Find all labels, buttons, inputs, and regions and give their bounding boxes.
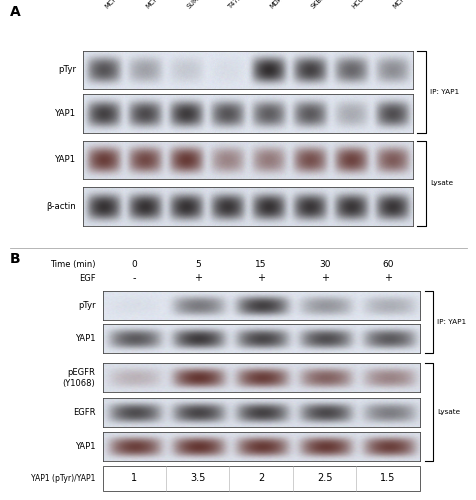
Text: IP: YAP1: IP: YAP1	[436, 318, 465, 324]
Text: +: +	[257, 273, 265, 283]
Text: β-actin: β-actin	[47, 202, 76, 211]
Text: A: A	[10, 5, 20, 19]
Text: EGFR: EGFR	[73, 408, 95, 418]
Text: MCF10A: MCF10A	[104, 0, 127, 10]
Bar	[102, 466, 419, 490]
Text: -: -	[132, 273, 136, 283]
Text: SKBR3: SKBR3	[309, 0, 328, 10]
Text: 2.5: 2.5	[316, 474, 332, 484]
Text: IP: YAP1: IP: YAP1	[429, 89, 458, 95]
Text: SUM159: SUM159	[186, 0, 209, 10]
Text: 0: 0	[131, 260, 137, 269]
Text: HCC1143: HCC1143	[350, 0, 376, 10]
Text: 1.5: 1.5	[379, 474, 395, 484]
Text: pTyr: pTyr	[58, 66, 76, 74]
Text: 5: 5	[194, 260, 200, 269]
Text: YAP1: YAP1	[55, 156, 76, 164]
Text: 30: 30	[318, 260, 330, 269]
Text: pEGFR
(Y1068): pEGFR (Y1068)	[62, 368, 95, 388]
Text: T47D: T47D	[227, 0, 244, 10]
Text: 2: 2	[258, 474, 264, 484]
Text: +: +	[320, 273, 328, 283]
Text: 60: 60	[381, 260, 393, 269]
Text: Lysate: Lysate	[436, 409, 459, 415]
Text: Lysate: Lysate	[429, 180, 452, 186]
Text: Time (min): Time (min)	[50, 260, 95, 269]
Text: MCF7: MCF7	[391, 0, 408, 10]
Text: YAP1: YAP1	[55, 110, 76, 118]
Text: 1: 1	[131, 474, 137, 484]
Text: MCF12A: MCF12A	[145, 0, 168, 10]
Text: MDA-MB-231: MDA-MB-231	[268, 0, 302, 10]
Text: 3.5: 3.5	[189, 474, 205, 484]
Text: +: +	[383, 273, 391, 283]
Text: pTyr: pTyr	[78, 300, 95, 310]
Text: YAP1 (pTyr)/YAP1: YAP1 (pTyr)/YAP1	[31, 474, 95, 483]
Text: +: +	[193, 273, 201, 283]
Text: YAP1: YAP1	[75, 442, 95, 451]
Text: EGF: EGF	[79, 274, 95, 282]
Text: YAP1: YAP1	[75, 334, 95, 342]
Text: B: B	[10, 252, 20, 266]
Text: 15: 15	[255, 260, 267, 269]
